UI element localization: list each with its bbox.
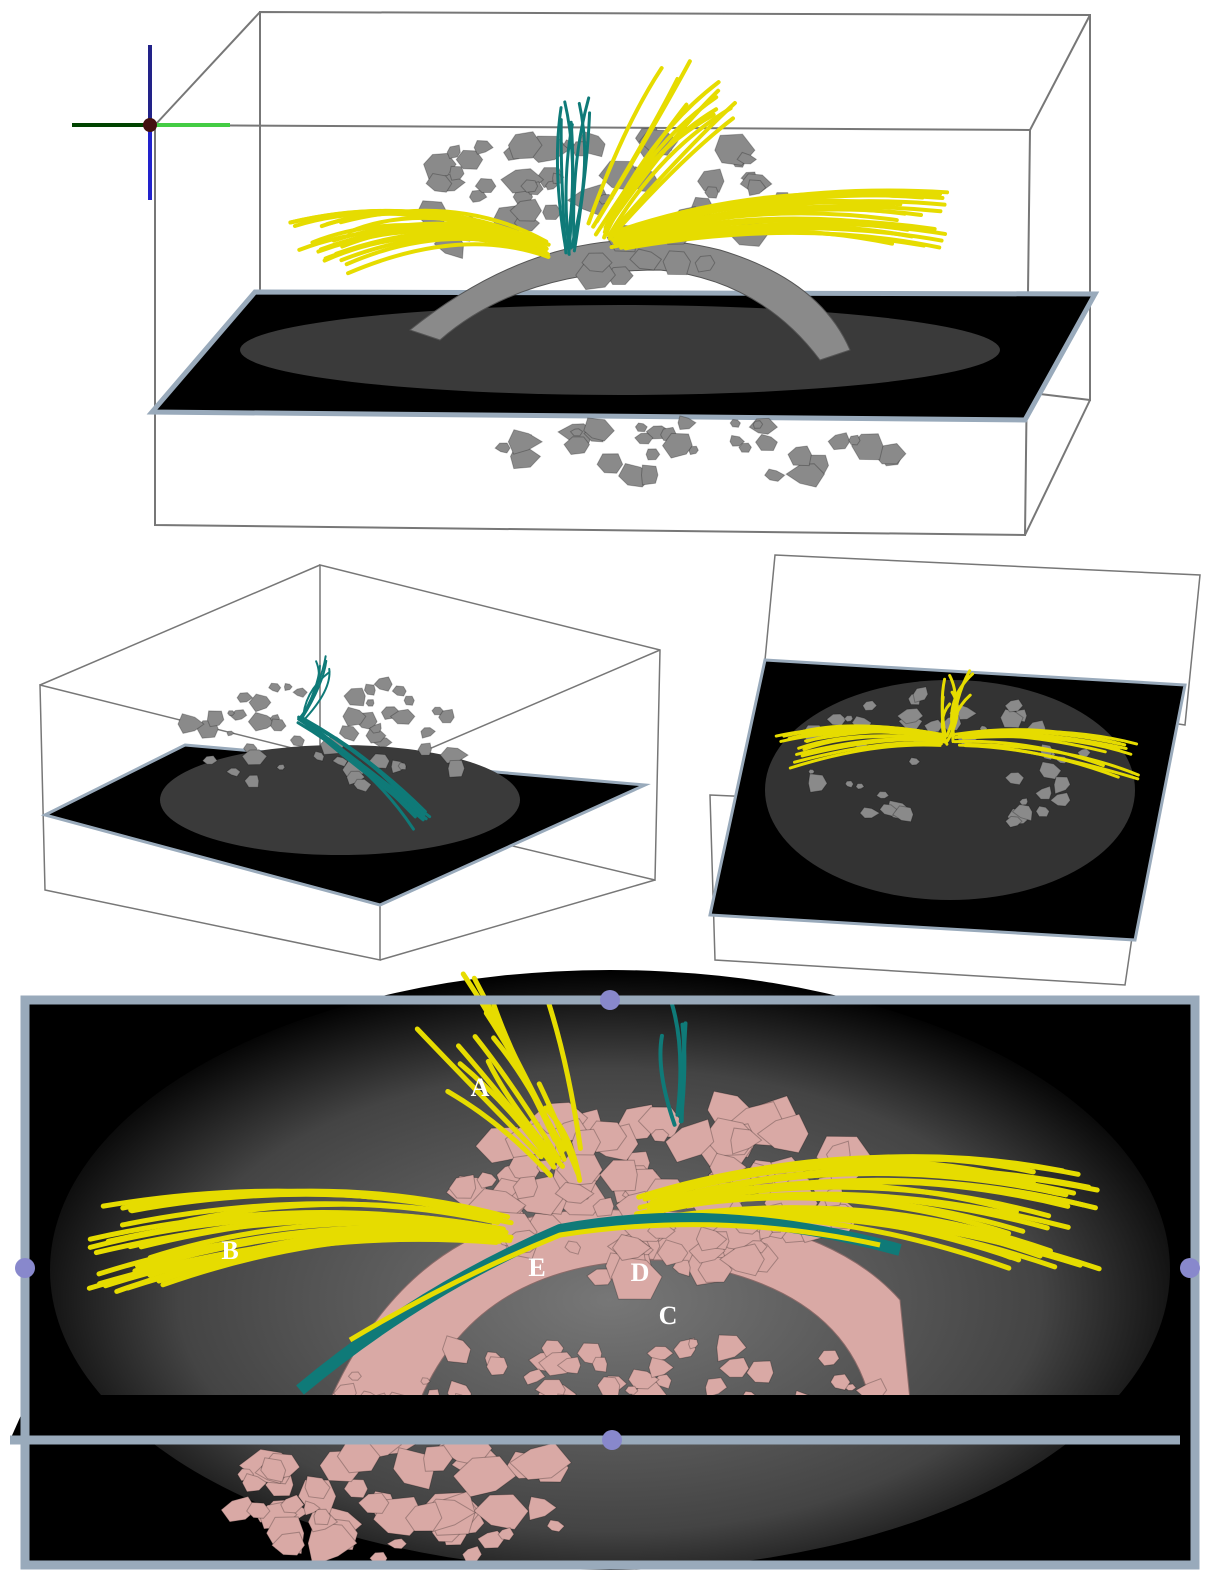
iso-surface: [765, 469, 785, 481]
iso-surface: [432, 707, 443, 715]
iso-surface: [495, 443, 510, 453]
iso-surface: [646, 449, 660, 460]
iso-surface: [392, 686, 406, 696]
iso-surface: [290, 736, 304, 747]
iso-surface: [404, 696, 414, 705]
iso-surface: [366, 700, 374, 707]
fiber-tract: [303, 672, 330, 722]
iso-surface: [271, 719, 286, 731]
handle: [600, 990, 620, 1010]
iso-surface: [374, 677, 392, 691]
iso-surface: [227, 731, 234, 736]
iso-surface: [635, 423, 647, 432]
iso-surface: [642, 465, 658, 485]
annotation-label: B: [221, 1236, 238, 1265]
handle: [1180, 1258, 1200, 1278]
iso-surface: [597, 454, 623, 474]
handle: [15, 1258, 35, 1278]
iso-surface: [284, 684, 292, 691]
box-edge: [40, 565, 320, 685]
page: ABCDE (() => { const data = JSON.parse(d…: [0, 0, 1221, 1577]
annotation-label: E: [528, 1253, 545, 1282]
annotation-label: D: [631, 1258, 650, 1287]
iso-surface: [314, 1509, 331, 1524]
annotation-label: A: [471, 1073, 490, 1102]
iso-surface: [730, 420, 740, 428]
box-edge: [155, 12, 260, 125]
iso-surface: [339, 726, 359, 741]
axes-gizmo: [72, 45, 230, 200]
iso-surface: [293, 688, 307, 697]
figure: A B CD E: [0, 0, 1221, 1577]
axis-origin: [143, 118, 157, 132]
iso-surface: [207, 711, 223, 727]
annotation-label: C: [659, 1301, 678, 1330]
iso-surface: [809, 769, 815, 774]
iso-surface: [418, 743, 431, 755]
slice-image: [240, 305, 1000, 395]
top-structures: [290, 61, 947, 487]
iso-surface: [474, 141, 493, 155]
iso-surface: [508, 430, 542, 455]
iso-surface: [487, 1357, 508, 1375]
iso-surface: [228, 711, 235, 716]
iso-surface: [705, 187, 718, 198]
iso-surface: [753, 421, 762, 429]
iso-surface: [448, 760, 464, 777]
iso-surface: [364, 684, 375, 695]
iso-surface: [421, 728, 435, 739]
iso-surface: [849, 435, 860, 445]
handle: [602, 1430, 622, 1450]
iso-surface: [249, 694, 271, 712]
iso-surface: [788, 446, 811, 466]
iso-surface: [756, 434, 778, 450]
iso-surface: [450, 166, 464, 180]
iso-surface: [269, 683, 281, 692]
iso-surface: [592, 1357, 607, 1372]
iso-surface: [828, 433, 850, 450]
box-edge: [1025, 400, 1090, 535]
box-edge: [1030, 15, 1090, 130]
slice-plane: [10, 1395, 1190, 1440]
iso-surface: [344, 688, 365, 706]
box-edge: [380, 880, 655, 960]
